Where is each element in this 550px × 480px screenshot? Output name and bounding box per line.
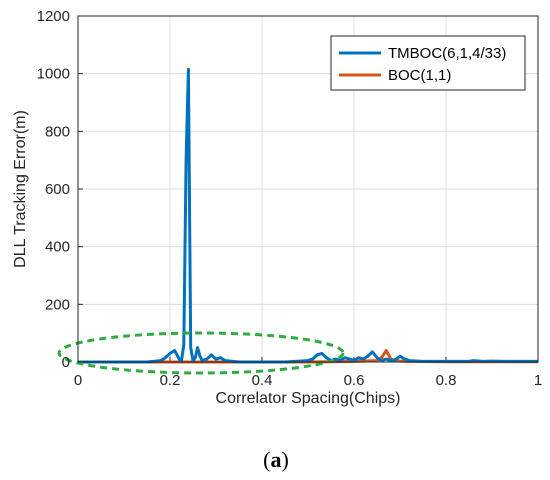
x-tick-label: 0.2 [160, 372, 181, 389]
y-tick-label: 800 [45, 123, 70, 140]
legend-box [330, 35, 526, 91]
caption-close: ) [282, 447, 289, 472]
plot-frame [77, 15, 539, 363]
x-tick-label: 0.4 [252, 372, 273, 389]
y-tick-label: 1000 [37, 66, 70, 83]
x-tick-labels: 0 0.2 0.4 0.6 0.8 1 [74, 372, 542, 389]
y-tick-label: 600 [45, 181, 70, 198]
x-tick-label: 0 [74, 372, 82, 389]
caption-open: ( [263, 447, 270, 472]
y-tick-label: 200 [45, 296, 70, 313]
caption-letter: a [271, 447, 282, 472]
y-tick-label: 400 [45, 239, 70, 256]
series-line-tmboc [78, 67, 538, 364]
y-tick-labels: 0 200 400 600 800 1000 1200 [37, 8, 70, 371]
x-tick-label: 0.8 [436, 372, 457, 389]
highlight-ellipse [57, 331, 345, 375]
legend: TMBOC(6,1,4/33) BOC(1,1) [330, 35, 526, 91]
legend-label-tmboc: TMBOC(6,1,4/33) [388, 45, 506, 62]
x-tick-label: 0.6 [344, 372, 365, 389]
x-tick-label: 1 [534, 372, 542, 389]
y-tick-label: 1200 [37, 8, 70, 25]
y-axis-label: DLL Tracking Error(m) [12, 110, 29, 268]
y-tick-label: 0 [62, 354, 70, 371]
legend-label-boc: BOC(1,1) [388, 67, 451, 84]
figure-caption: (a) [263, 447, 289, 472]
x-axis-label: Correlator Spacing(Chips) [216, 390, 401, 407]
